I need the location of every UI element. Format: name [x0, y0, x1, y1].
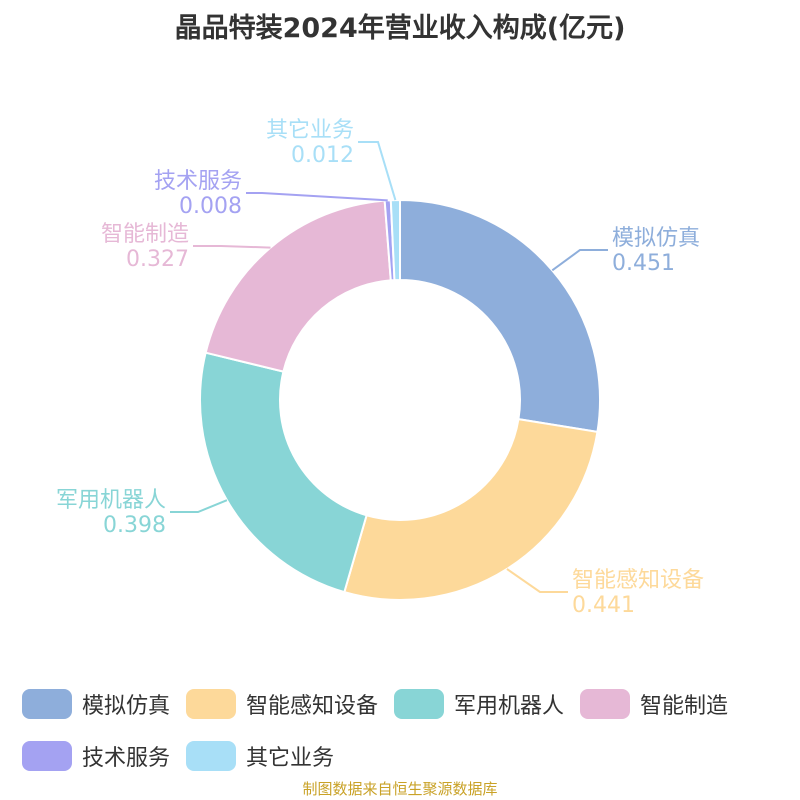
legend-swatch — [580, 689, 631, 719]
legend-label: 军用机器人 — [454, 694, 565, 719]
legend-item-5[interactable]: 其它业务 — [186, 740, 334, 772]
slice-value-label-0: 0.451 — [612, 251, 675, 276]
slice-name-label-2: 军用机器人 — [56, 488, 166, 513]
legend-swatch — [22, 689, 72, 719]
slice-name-label-1: 智能感知设备 — [572, 568, 704, 593]
slice-value-label-5: 0.012 — [291, 143, 354, 168]
slice-name-label-4: 技术服务 — [154, 169, 242, 194]
slice-name-label-5: 其它业务 — [266, 118, 354, 143]
donut-slice-0 — [399, 198, 601, 434]
leader-line-0 — [551, 249, 608, 272]
legend-label: 模拟仿真 — [82, 694, 171, 719]
legend-item-0[interactable]: 模拟仿真 — [22, 688, 170, 720]
legend-item-2[interactable]: 军用机器人 — [394, 688, 564, 720]
donut-slice-1 — [343, 418, 599, 601]
leader-line-2 — [170, 499, 228, 513]
legend-label: 智能制造 — [640, 694, 729, 719]
data-source-note: 制图数据来自恒生聚源数据库 — [302, 780, 498, 798]
donut-slice-5 — [389, 198, 401, 282]
legend-item-3[interactable]: 智能制造 — [580, 688, 728, 720]
legend-swatch — [394, 689, 445, 719]
legend-item-1[interactable]: 智能感知设备 — [186, 688, 378, 720]
slice-name-label-3: 智能制造 — [101, 222, 189, 247]
legend-swatch — [186, 689, 237, 719]
legend-swatch — [186, 741, 237, 771]
slice-value-label-3: 0.327 — [126, 247, 189, 272]
slice-value-label-1: 0.441 — [572, 593, 635, 618]
legend-label: 智能感知设备 — [246, 694, 379, 719]
legend-swatch — [22, 741, 72, 771]
slice-value-label-4: 0.008 — [179, 194, 242, 219]
slice-name-label-0: 模拟仿真 — [612, 226, 700, 251]
donut-slice-3 — [204, 199, 392, 373]
chart-title: 晶品特装2024年营业收入构成(亿元) — [174, 13, 626, 44]
slice-value-label-2: 0.398 — [103, 513, 166, 538]
chart-legend: 模拟仿真 智能感知设备 军用机器人 智能制造技术服务 其它业务 — [22, 688, 792, 772]
legend-label: 其它业务 — [246, 746, 335, 771]
leader-line-5 — [358, 141, 397, 201]
legend-item-4[interactable]: 技术服务 — [22, 740, 170, 772]
leader-line-3 — [193, 245, 271, 249]
donut-slice-2 — [199, 351, 368, 594]
leader-line-4 — [246, 192, 388, 202]
legend-label: 技术服务 — [82, 746, 171, 771]
leader-line-1 — [506, 568, 568, 593]
